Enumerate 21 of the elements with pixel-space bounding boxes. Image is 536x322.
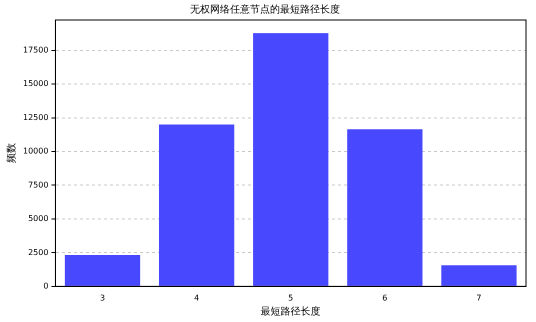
- y-tick-label: 12500: [22, 112, 48, 122]
- y-tick-label: 5000: [28, 214, 48, 224]
- bar: [347, 129, 422, 286]
- bar: [64, 254, 140, 286]
- bar: [158, 124, 234, 286]
- y-tick-label: 10000: [22, 146, 48, 156]
- bar: [441, 265, 517, 286]
- x-tick-label: 6: [382, 293, 388, 302]
- bar: [253, 33, 328, 286]
- y-tick-label: 15000: [22, 79, 48, 88]
- chart-title: 无权网络任意节点的最短路径长度: [190, 4, 340, 16]
- y-tick-label: 2500: [28, 248, 48, 257]
- x-axis-title: 最短路径长度: [260, 306, 321, 318]
- x-tick-label: 3: [100, 293, 106, 302]
- x-tick-label: 5: [288, 293, 294, 302]
- y-tick-label: 0: [43, 281, 48, 290]
- x-tick-label: 4: [194, 293, 200, 302]
- x-tick-label: 7: [476, 293, 482, 302]
- y-axis-title: 频数: [6, 143, 18, 164]
- y-tick-label: 17500: [22, 45, 48, 54]
- y-tick-label: 7500: [28, 180, 48, 190]
